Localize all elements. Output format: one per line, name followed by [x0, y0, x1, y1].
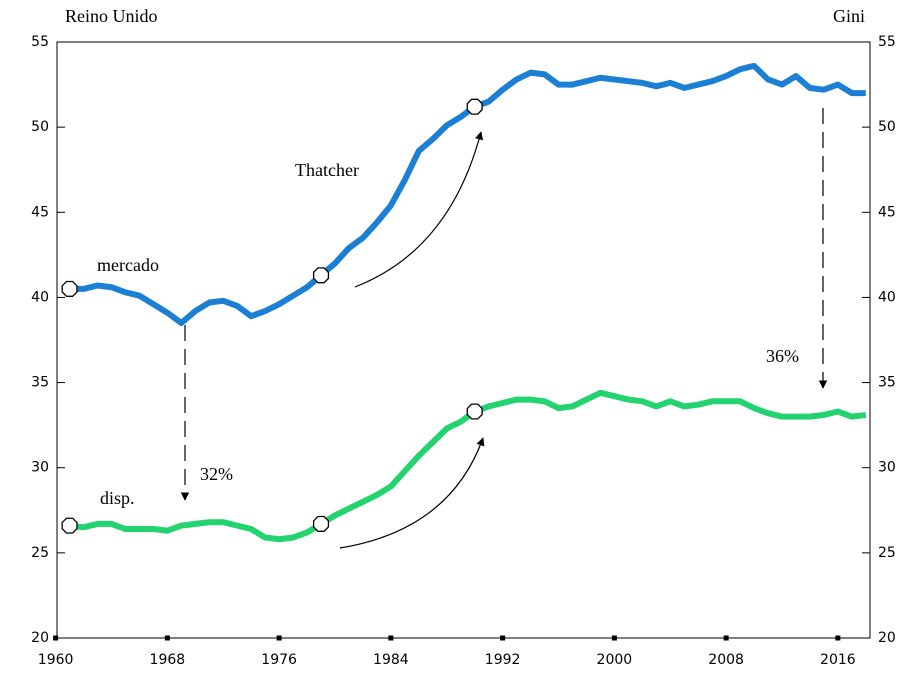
- y-tick-label: 40: [31, 289, 49, 305]
- x-tick-label: 1968: [150, 652, 186, 668]
- x-tick: [723, 635, 729, 641]
- y-tick-label: 50: [31, 119, 49, 135]
- x-tick-label: 2000: [597, 652, 633, 668]
- curved-arrow: [354, 131, 484, 288]
- highlight-marker: [466, 98, 483, 115]
- x-tick-label: 1976: [261, 652, 297, 668]
- y2-tick-label: 45: [878, 204, 896, 220]
- y2-tick-label: 25: [878, 545, 896, 561]
- y2-tick-label: 40: [878, 289, 896, 305]
- y2-axis-label: Gini: [833, 6, 865, 26]
- plot-frame: [56, 41, 871, 639]
- highlight-marker: [61, 517, 78, 534]
- y-tick-label: 45: [31, 204, 49, 220]
- y2-tick-label: 35: [878, 375, 896, 391]
- annotation: Thatcher: [295, 160, 359, 180]
- x-tick: [276, 635, 282, 641]
- x-tick: [611, 635, 617, 641]
- chart-title: Reino Unido: [65, 6, 158, 26]
- x-tick: [500, 635, 506, 641]
- y-tick-label: 55: [31, 34, 49, 50]
- y2-tick-label: 55: [878, 34, 896, 50]
- highlight-marker: [312, 515, 330, 532]
- y-tick-label: 20: [31, 630, 49, 646]
- x-tick-label: 1984: [373, 652, 409, 668]
- highlight-marker: [466, 403, 483, 420]
- y2-tick-label: 30: [878, 460, 896, 476]
- curved-arrow: [339, 437, 485, 549]
- annotation: mercado: [97, 255, 159, 275]
- y2-tick-label: 20: [878, 630, 896, 646]
- x-tick: [164, 635, 170, 641]
- y-tick-label: 35: [31, 375, 49, 391]
- x-tick-label: 1960: [38, 652, 74, 668]
- highlight-marker: [61, 280, 78, 297]
- x-tick-label: 2016: [820, 652, 856, 668]
- x-tick: [835, 635, 841, 641]
- x-tick-label: 2008: [708, 652, 744, 668]
- annotation: 32%: [200, 464, 233, 484]
- series-line: [69, 389, 867, 543]
- y2-tick-label: 50: [878, 119, 896, 135]
- series-line: [69, 62, 866, 326]
- x-tick-label: 1992: [485, 652, 521, 668]
- annotation: disp.: [100, 488, 135, 508]
- x-tick: [53, 635, 59, 641]
- y-tick-label: 25: [31, 545, 49, 561]
- annotation: 36%: [766, 346, 799, 366]
- y-tick-label: 30: [31, 460, 49, 476]
- highlight-marker: [312, 267, 330, 284]
- x-tick: [388, 635, 394, 641]
